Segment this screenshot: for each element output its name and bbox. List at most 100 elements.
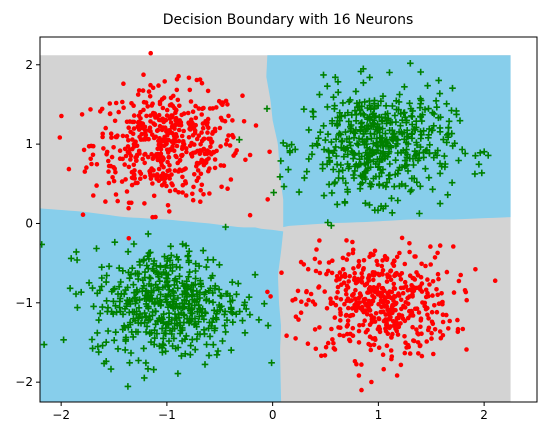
point [407, 241, 412, 246]
point [201, 192, 206, 197]
point [306, 297, 311, 303]
point [376, 316, 382, 322]
point [159, 176, 164, 181]
point [185, 300, 192, 308]
point [209, 289, 217, 297]
point [356, 258, 362, 264]
series-green-plus [40, 60, 492, 390]
point [141, 274, 149, 281]
point [389, 289, 395, 295]
point [385, 272, 390, 278]
point [145, 104, 150, 109]
point [153, 330, 161, 337]
point [416, 210, 423, 217]
point [57, 135, 63, 140]
point [435, 271, 441, 277]
point [379, 205, 387, 212]
point [353, 100, 361, 107]
point [111, 178, 117, 184]
point [174, 294, 182, 302]
point [394, 373, 400, 378]
point [196, 305, 203, 312]
point [356, 373, 362, 378]
point [405, 315, 411, 321]
point [233, 151, 238, 156]
point [160, 342, 167, 349]
point [346, 279, 352, 284]
point [188, 306, 196, 313]
point [332, 315, 338, 320]
point [391, 112, 399, 119]
point [398, 297, 404, 303]
point [165, 203, 171, 208]
point [167, 188, 173, 194]
point [126, 236, 132, 241]
point [227, 143, 233, 148]
point [206, 333, 214, 340]
point [103, 125, 108, 131]
point [355, 276, 361, 282]
point [357, 180, 364, 188]
point [172, 123, 178, 128]
point [358, 153, 365, 160]
point [113, 170, 118, 175]
point [178, 352, 185, 360]
point [157, 291, 164, 298]
point [109, 135, 114, 140]
point [383, 179, 391, 186]
point [220, 102, 225, 108]
point [401, 163, 409, 170]
point [179, 240, 186, 248]
point [361, 258, 367, 263]
point [198, 199, 203, 204]
point [59, 113, 64, 119]
point [124, 383, 132, 390]
point [187, 351, 194, 358]
point [403, 154, 411, 161]
point [135, 270, 143, 278]
point [148, 329, 155, 336]
point [243, 157, 248, 163]
point [193, 103, 198, 109]
point [373, 135, 381, 142]
point [444, 191, 451, 199]
point [197, 151, 203, 157]
point [189, 140, 194, 146]
point [463, 289, 469, 295]
point [464, 347, 469, 352]
point [320, 122, 327, 130]
point [324, 103, 331, 111]
point [263, 105, 271, 112]
point [166, 257, 174, 264]
point [126, 125, 131, 130]
point [378, 156, 385, 164]
point [384, 343, 390, 349]
point [152, 281, 159, 288]
point [127, 151, 132, 156]
point [126, 274, 133, 282]
point [166, 327, 174, 334]
point [402, 261, 408, 267]
point [291, 146, 299, 153]
point [335, 289, 340, 295]
point [135, 304, 143, 312]
point [312, 327, 318, 332]
point [268, 359, 275, 367]
point [357, 68, 365, 75]
point [360, 267, 366, 272]
point [169, 267, 176, 275]
point [196, 289, 204, 296]
point [381, 366, 387, 372]
point [141, 309, 148, 317]
point [141, 72, 146, 77]
point [426, 316, 431, 321]
point [410, 284, 416, 290]
point [402, 149, 409, 157]
point [247, 152, 253, 158]
point [233, 291, 240, 298]
point [403, 340, 408, 346]
point [192, 130, 198, 136]
point [146, 296, 153, 303]
point [383, 120, 390, 127]
point [460, 326, 466, 332]
